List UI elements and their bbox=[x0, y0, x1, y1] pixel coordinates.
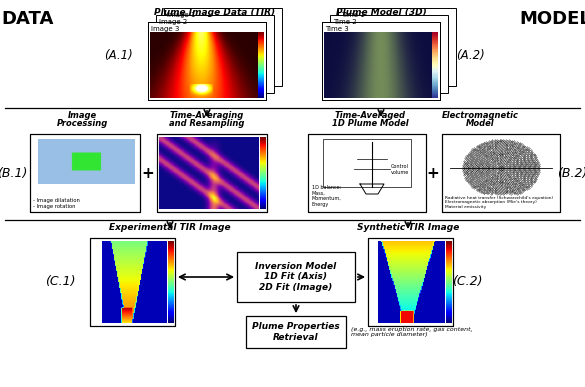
Text: (C.2): (C.2) bbox=[452, 276, 482, 288]
Text: Plume Properties
Retrieval: Plume Properties Retrieval bbox=[252, 322, 340, 342]
Bar bbox=[148, 22, 266, 100]
Text: Plume Model (3D): Plume Model (3D) bbox=[336, 8, 426, 17]
Text: Image 1: Image 1 bbox=[167, 12, 195, 18]
Text: +: + bbox=[142, 166, 154, 180]
Text: Control
volume: Control volume bbox=[391, 164, 410, 175]
Text: Time-Averaged: Time-Averaged bbox=[335, 111, 405, 120]
Text: Time 2: Time 2 bbox=[333, 19, 357, 25]
Text: Time 1: Time 1 bbox=[341, 12, 365, 18]
Bar bbox=[323, 139, 411, 187]
Text: 1D Plume Model: 1D Plume Model bbox=[332, 119, 408, 128]
Text: Processing: Processing bbox=[56, 119, 108, 128]
Text: Image: Image bbox=[67, 111, 97, 120]
Text: (e.g., mass eruption rate, gas content,
mean particle diameter): (e.g., mass eruption rate, gas content, … bbox=[351, 327, 473, 337]
Text: Time-Averaging: Time-Averaging bbox=[170, 111, 244, 120]
Bar bbox=[157, 134, 267, 212]
Text: Radiative heat transfer (Schwarzchild's equation)
Electromagnetic absorption (Mi: Radiative heat transfer (Schwarzchild's … bbox=[445, 196, 553, 209]
Text: MODELS: MODELS bbox=[519, 10, 585, 28]
Bar bbox=[90, 238, 175, 326]
Bar bbox=[156, 15, 274, 93]
Bar bbox=[90, 238, 175, 326]
Text: Image 2: Image 2 bbox=[159, 19, 187, 25]
Bar bbox=[442, 134, 560, 212]
Bar bbox=[322, 22, 440, 100]
Bar bbox=[157, 134, 267, 212]
Bar bbox=[148, 22, 266, 100]
Bar bbox=[164, 8, 282, 86]
Text: Electromagnetic: Electromagnetic bbox=[442, 111, 518, 120]
Text: (A.2): (A.2) bbox=[456, 48, 484, 62]
Text: Model: Model bbox=[466, 119, 494, 128]
Text: Image 3: Image 3 bbox=[151, 26, 180, 32]
Text: Inversion Model
1D Fit (Axis)
2D Fit (Image): Inversion Model 1D Fit (Axis) 2D Fit (Im… bbox=[256, 262, 336, 292]
Text: Experimental TIR Image: Experimental TIR Image bbox=[109, 223, 231, 232]
Text: (C.1): (C.1) bbox=[44, 276, 75, 288]
Bar bbox=[368, 238, 453, 326]
Bar bbox=[322, 22, 440, 100]
Text: Time 3: Time 3 bbox=[325, 26, 349, 32]
Text: (B.2): (B.2) bbox=[557, 166, 585, 180]
Text: 1D balance:
Mass,
Momentum,
Energy: 1D balance: Mass, Momentum, Energy bbox=[312, 185, 342, 207]
Bar bbox=[368, 238, 453, 326]
Bar bbox=[330, 15, 448, 93]
Bar bbox=[308, 134, 426, 212]
Text: Plume Image Data (TIR): Plume Image Data (TIR) bbox=[154, 8, 276, 17]
Bar bbox=[338, 8, 456, 86]
Text: Synthetic TIR Image: Synthetic TIR Image bbox=[357, 223, 459, 232]
Text: +: + bbox=[426, 166, 439, 180]
Text: DATA: DATA bbox=[2, 10, 54, 28]
Bar bbox=[30, 134, 140, 212]
Text: (B.1): (B.1) bbox=[0, 166, 27, 180]
Bar bbox=[237, 252, 355, 302]
Bar bbox=[30, 134, 140, 212]
Text: (A.1): (A.1) bbox=[104, 48, 132, 62]
Bar bbox=[308, 134, 426, 212]
Text: and Resampling: and Resampling bbox=[169, 119, 245, 128]
Bar bbox=[442, 134, 560, 212]
Bar bbox=[246, 316, 346, 348]
Text: - Image dilatation
- Image rotation: - Image dilatation - Image rotation bbox=[33, 198, 80, 209]
